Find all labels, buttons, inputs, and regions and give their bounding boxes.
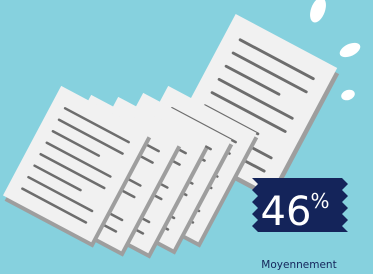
infographic: 46 % Moyennement <box>0 0 373 274</box>
stat-unit: % <box>310 189 329 213</box>
stat-label: Moyennement <box>261 259 336 271</box>
stat-value: 46 <box>261 189 312 235</box>
